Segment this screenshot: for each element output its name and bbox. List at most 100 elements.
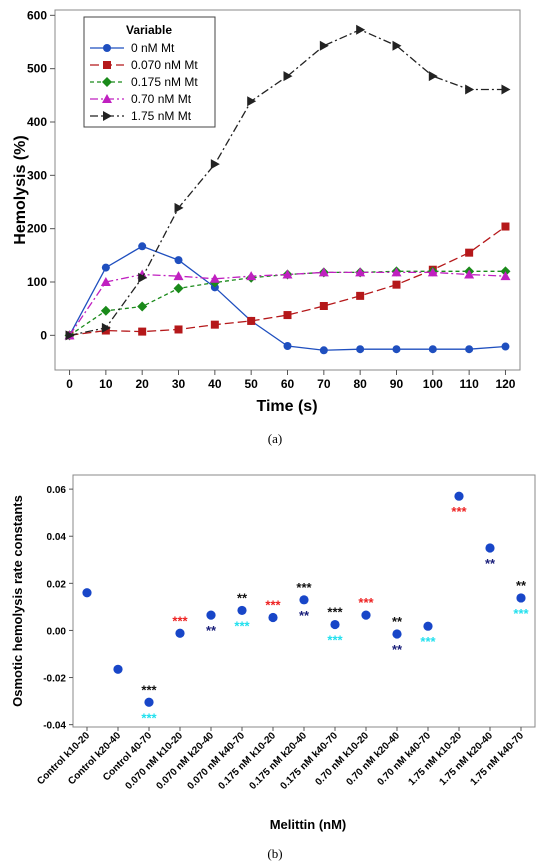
significance-marker-below: ** [206,623,217,638]
significance-marker-above: *** [327,605,343,620]
data-point [465,248,474,257]
y-tick-label: 300 [27,168,47,182]
legend-entry-label: 0 nM Mt [131,41,175,55]
data-point [174,325,183,334]
data-point [65,330,75,341]
y-tick-label: 400 [27,115,47,129]
data-point [319,40,329,51]
x-tick-label: 60 [281,377,295,391]
data-point [283,342,292,350]
data-point [173,271,184,281]
data-point [516,593,526,603]
data-point [101,322,111,333]
chart-b-points: ************************ ****************… [82,491,530,725]
chart-a-axes: 0 100 200 300 400 500 600 0 10 20 30 40 50 60 70 80 90 10… [27,8,516,391]
data-point [100,277,111,286]
chart-a-legend: Variable 0 nM Mt 0.070 nM Mt 0.175 nM Mt 0.… [83,16,216,128]
chart-b-y-axis-title: Osmotic hemolysis rate constants [10,495,25,707]
data-point [247,316,256,325]
y-tick-label: 100 [27,275,47,289]
x-tick-label: 0.175 nM k10-20 [216,730,278,792]
x-tick-label: 1.75 nM k10-20 [406,730,464,788]
x-tick-label: 40 [208,377,222,391]
significance-marker-below: ** [299,608,310,623]
chart-a: 0 100 200 300 400 500 600 0 10 20 30 40 50 60 70 80 90 10… [12,8,521,446]
data-point [175,628,185,638]
data-point [299,595,309,605]
significance-marker-above: ** [516,578,527,593]
x-tick-label: 0.070 nM k10-20 [123,730,185,792]
data-point [102,77,112,87]
data-point [210,159,220,170]
x-tick-label: 90 [390,377,404,391]
data-point [465,345,474,354]
significance-marker-above: *** [358,595,374,610]
data-point [246,271,257,281]
data-point [356,345,365,354]
x-tick-label: 20 [136,377,150,391]
data-point [427,267,438,277]
x-tick-label: 0.070 nM k20-40 [154,730,216,792]
x-tick-label: 0.70 nM k40-70 [375,730,433,788]
data-point [103,44,111,52]
data-point [501,342,510,351]
legend-entry-label: 0.175 nM Mt [131,75,198,89]
data-point [138,272,148,283]
significance-marker-above: *** [141,682,157,697]
series-3 [64,267,511,340]
significance-marker-above: ** [237,590,248,605]
x-tick-label: 1.75 nM k20-40 [437,730,495,788]
data-point [138,327,147,336]
data-point [144,697,154,707]
data-point [283,71,293,82]
data-point [268,612,278,623]
data-point [174,202,184,213]
y-tick-label: 0.00 [47,626,67,637]
data-point [464,269,475,279]
data-point [209,273,220,283]
chart-a-caption: (a) [268,431,282,446]
x-tick-label: 0 [66,377,73,391]
data-point [318,267,329,277]
data-point [101,263,110,272]
x-tick-label: 120 [495,377,515,391]
data-point [392,629,402,639]
chart-a-series [64,24,511,355]
x-tick-label: 70 [317,377,331,391]
chart-b-x-axis-title: Melittin (nM) [270,817,347,832]
x-tick-label: 0.70 nM k10-20 [313,730,371,788]
data-point [283,311,292,320]
y-tick-label: -0.02 [43,674,66,685]
y-tick-label: 0.04 [47,532,67,543]
data-point [392,280,401,289]
significance-marker-above: ** [392,614,403,629]
x-tick-label: 0.70 nM k20-40 [344,730,402,788]
y-tick-label: 0.02 [47,579,67,590]
data-point [103,61,111,69]
data-point [247,96,257,107]
x-tick-label: 10 [99,377,113,391]
significance-marker-above: *** [296,580,312,595]
data-point [173,283,184,294]
significance-marker-below: *** [327,633,343,648]
data-point [174,256,183,265]
chart-a-y-axis-title: Hemolysis (%) [12,135,29,244]
data-point [206,610,216,620]
data-point [500,271,511,281]
significance-marker-below: *** [141,710,157,725]
data-point [485,543,495,553]
y-tick-label: 500 [27,62,47,76]
significance-marker-below: *** [513,606,529,621]
x-tick-label: 110 [459,377,479,391]
data-point [356,24,366,35]
legend-entry-label: 0.70 nM Mt [131,92,192,106]
data-point [501,222,510,231]
data-point [501,84,511,95]
significance-marker-below: *** [420,634,436,649]
data-point [103,111,112,121]
x-tick-label: 0.070 nM k40-70 [185,730,247,792]
data-point [319,302,328,310]
y-tick-label: 0.06 [47,485,67,496]
